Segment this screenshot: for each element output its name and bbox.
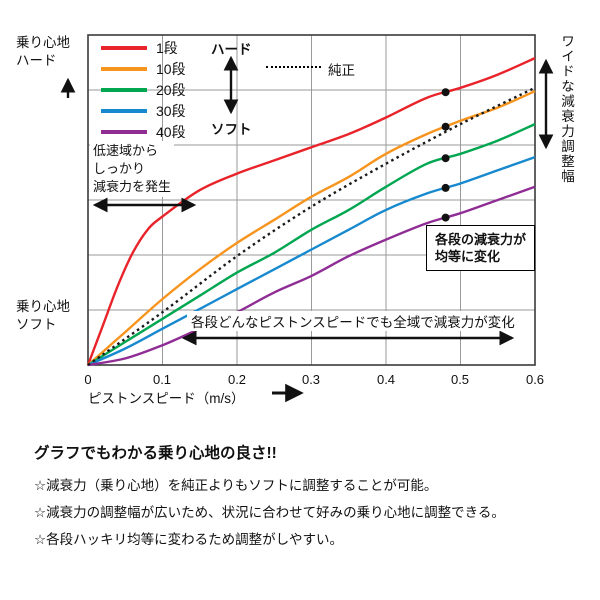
x-tick-0-1: 0.1 xyxy=(152,372,172,387)
notes-heading: グラフでもわかる乗り心地の良さ!! xyxy=(34,445,277,462)
note-bullet: ☆各段ハッキリ均等に変わるため調整がしやすい。 xyxy=(34,532,343,547)
x-tick-0: 0 xyxy=(84,372,92,387)
legend-item-label: 40段 xyxy=(156,123,186,140)
x-tick-0-2: 0.2 xyxy=(227,372,247,387)
y-axis-bottom-label-line1: 乗り心地 xyxy=(16,299,70,314)
legend-item: 10段 xyxy=(101,58,186,79)
y-axis-bottom-label: 乗り心地 ソフト xyxy=(16,298,70,334)
legend-color-line xyxy=(101,87,147,92)
series-line-5 xyxy=(87,86,536,366)
notes-section: グラフでもわかる乗り心地の良さ!! ☆減衰力（乗り心地）を純正よりもソフトに調整… xyxy=(0,444,600,559)
low-speed-note-line3: 減衰力を発生 xyxy=(93,179,172,194)
plot-canvas xyxy=(86,34,536,367)
legend-item: 40段 xyxy=(101,121,186,142)
stock-legend-label: 純正 xyxy=(328,63,355,78)
legend-color-line xyxy=(101,108,147,113)
series-line-4 xyxy=(87,185,536,367)
legend-item-label: 10段 xyxy=(156,60,186,77)
equal-change-line1: 各段の減衰力が xyxy=(435,232,527,247)
legend-item-label: 20段 xyxy=(156,81,186,98)
x-tick-0-5: 0.5 xyxy=(450,372,470,387)
y-axis-top-label-line2: ハード xyxy=(16,53,57,68)
legend-item: 20段 xyxy=(101,79,186,100)
y-axis-top-label: 乗り心地 ハード xyxy=(16,34,70,70)
note-bullet: ☆減衰力（乗り心地）を純正よりもソフトに調整することが可能。 xyxy=(34,478,438,493)
legend-item-label: 30段 xyxy=(156,102,186,119)
legend-color-line xyxy=(101,66,147,71)
plot-frame xyxy=(87,34,536,366)
marker-dot xyxy=(441,88,450,97)
note-bullet: ☆減衰力の調整幅が広いため、状況に合わせて好みの乗り心地に調整できる。 xyxy=(34,505,505,520)
equal-change-box: 各段の減衰力が 均等に変化 xyxy=(426,225,536,271)
wide-adjust-range-label: ワイドな減衰力調整幅 xyxy=(559,34,574,184)
soft-scale-label: ソフト xyxy=(211,122,252,137)
low-speed-note-line2: しっかり xyxy=(93,161,146,176)
legend-color-line xyxy=(101,129,147,134)
marker-dot xyxy=(441,213,450,222)
legend-item: 1段 xyxy=(101,37,186,58)
legend-item: 30段 xyxy=(101,100,186,121)
marker-dot xyxy=(441,154,450,163)
series-line-2 xyxy=(87,122,536,367)
stock-dashed-line-sample xyxy=(266,66,321,68)
series-line-3 xyxy=(87,155,536,367)
series-line-1 xyxy=(87,90,536,366)
legend-item-label: 1段 xyxy=(156,39,178,56)
low-speed-note-line1: 低速域から xyxy=(93,143,159,158)
annotation-arrows xyxy=(60,55,554,403)
low-speed-note: 低速域から しっかり 減衰力を発生 xyxy=(90,141,175,197)
x-tick-0-3: 0.3 xyxy=(301,372,321,387)
legend-color-line xyxy=(101,45,147,50)
x-axis-label: ピストンスピード（m/s） xyxy=(88,391,245,406)
legend: 1段 10段 20段 30段 40段 xyxy=(101,37,186,142)
hard-scale-label: ハード xyxy=(211,42,252,57)
marker-dot xyxy=(441,183,450,192)
x-tick-0-4: 0.4 xyxy=(376,372,396,387)
marker-dot xyxy=(441,122,450,131)
x-tick-0-6: 0.6 xyxy=(525,372,545,387)
full-range-note: 各段どんなピストンスピードでも全域で減衰力が変化 xyxy=(187,311,519,331)
y-axis-bottom-label-line2: ソフト xyxy=(16,317,57,332)
equal-change-line2: 均等に変化 xyxy=(435,249,501,264)
damping-force-chart: 乗り心地 ハード 乗り心地 ソフト 1段 10段 20段 30段 xyxy=(16,34,574,406)
y-axis-top-label-line1: 乗り心地 xyxy=(16,35,70,50)
